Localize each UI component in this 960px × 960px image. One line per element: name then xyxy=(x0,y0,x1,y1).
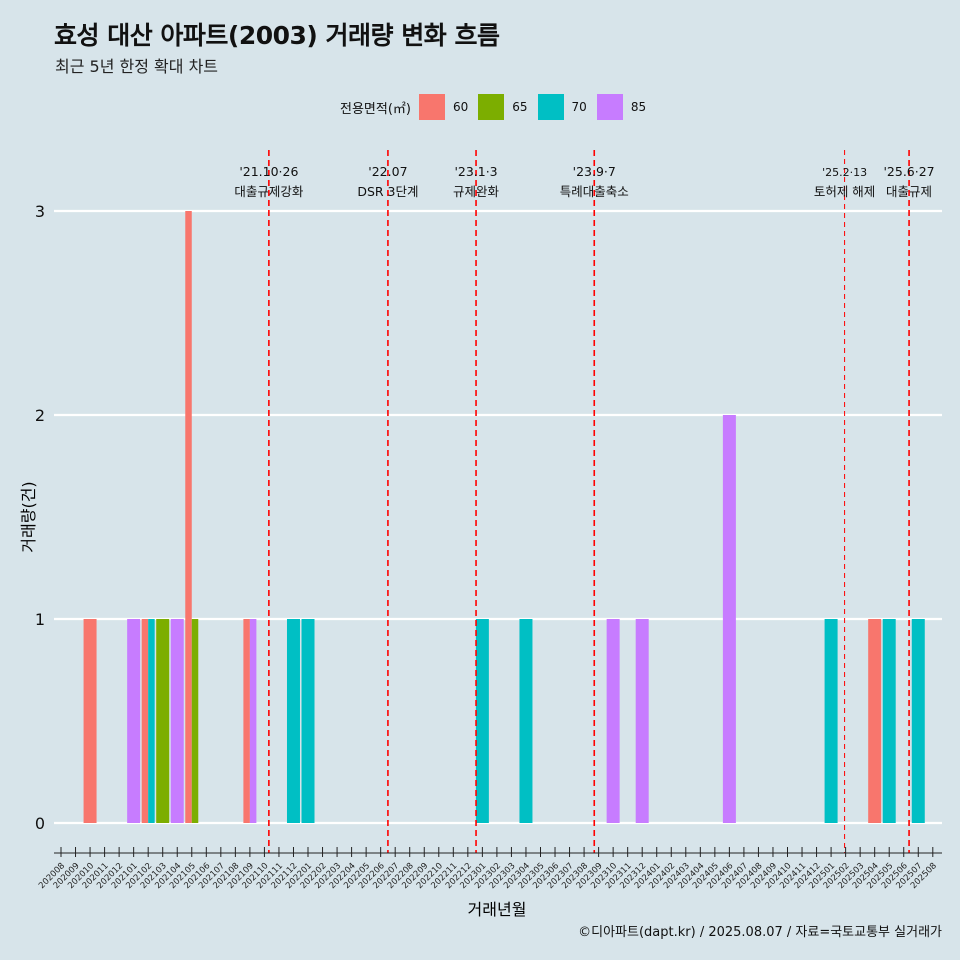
y-tick-label: 0 xyxy=(35,814,45,833)
bar-85-202104 xyxy=(170,619,184,823)
event-description-label: DSR 3단계 xyxy=(357,184,418,199)
legend-label: 70 xyxy=(571,100,587,114)
bar-60-202109 xyxy=(243,619,250,823)
bar-60-202105 xyxy=(185,211,192,823)
y-axis: 0 1 2 3 xyxy=(35,202,45,833)
bar-60-202102 xyxy=(141,619,149,823)
event-description-label: 토허제 해제 xyxy=(814,184,875,199)
y-tick-label: 3 xyxy=(35,202,45,221)
bar-65-202103 xyxy=(156,619,170,823)
legend-swatch xyxy=(537,94,564,120)
legend-swatch xyxy=(418,94,445,120)
bar-70-202505 xyxy=(882,619,896,823)
legend-item-60: 60 xyxy=(418,94,472,120)
gridlines xyxy=(54,209,942,825)
bar-70-202201 xyxy=(301,619,315,823)
legend-label: 85 xyxy=(630,100,647,114)
bar-70-202112 xyxy=(286,619,300,823)
legend-item-70: 70 xyxy=(537,94,591,120)
event-date-label: '23.9·7 xyxy=(573,164,616,179)
event-description-label: 규제완화 xyxy=(453,184,500,199)
event-date-label: '25.2·13 xyxy=(822,166,867,179)
bar-70-202301 xyxy=(475,619,489,823)
event-description-label: 대출규제강화 xyxy=(234,184,304,199)
source-caption: ©디아파트(dapt.kr) / 2025.08.07 / 자료=국토교통부 실… xyxy=(578,925,942,940)
y-axis-title: 거래량(건) xyxy=(19,481,38,552)
legend-item-65: 65 xyxy=(478,94,531,120)
chart-title: 효성 대산 아파트(2003) 거래량 변화 흐름 xyxy=(54,21,500,50)
legend-label: 65 xyxy=(512,100,528,114)
bar-70-202501 xyxy=(824,619,838,823)
legend-swatch xyxy=(478,94,505,120)
x-axis-title: 거래년월 xyxy=(468,900,527,919)
x-axis: 2020082020092020102020112020122021012021… xyxy=(37,847,942,891)
legend-item-85: 85 xyxy=(596,94,650,120)
legend-title: 전용면적(㎡) xyxy=(340,101,411,117)
bar-65-202105 xyxy=(191,619,199,823)
bar-85-202101 xyxy=(127,619,141,823)
event-description-label: 특례대출축소 xyxy=(560,184,629,199)
bar-70-202304 xyxy=(519,619,533,823)
bar-85-202310 xyxy=(606,619,620,823)
bar-70-202507 xyxy=(911,619,925,823)
y-tick-label: 2 xyxy=(35,406,45,425)
event-date-label: '23.1·3 xyxy=(454,164,497,179)
annotations: '21.10·26 대출규제강화 '22.07 DSR 3단계 '23.1·3 규제완화 '… xyxy=(234,150,935,853)
bar-85-202406 xyxy=(722,415,736,823)
bar-60-202504 xyxy=(868,619,882,823)
event-date-label: '22.07 xyxy=(368,164,407,179)
event-date-label: '25.6·27 xyxy=(883,164,934,179)
legend-label: 60 xyxy=(452,100,469,114)
bar-60-202010 xyxy=(83,619,97,823)
y-tick-label: 1 xyxy=(35,610,45,629)
bars xyxy=(83,211,925,823)
bar-85-202109 xyxy=(249,619,257,823)
legend: 전용면적(㎡) 60 65 70 85 xyxy=(340,93,656,121)
bar-70-202102 xyxy=(148,619,155,823)
legend-swatch xyxy=(596,94,623,120)
chart-subtitle: 최근 5년 한정 확대 차트 xyxy=(55,57,219,76)
event-description-label: 대출규제 xyxy=(886,184,932,199)
bar-85-202312 xyxy=(635,619,649,823)
event-date-label: '21.10·26 xyxy=(239,164,298,179)
